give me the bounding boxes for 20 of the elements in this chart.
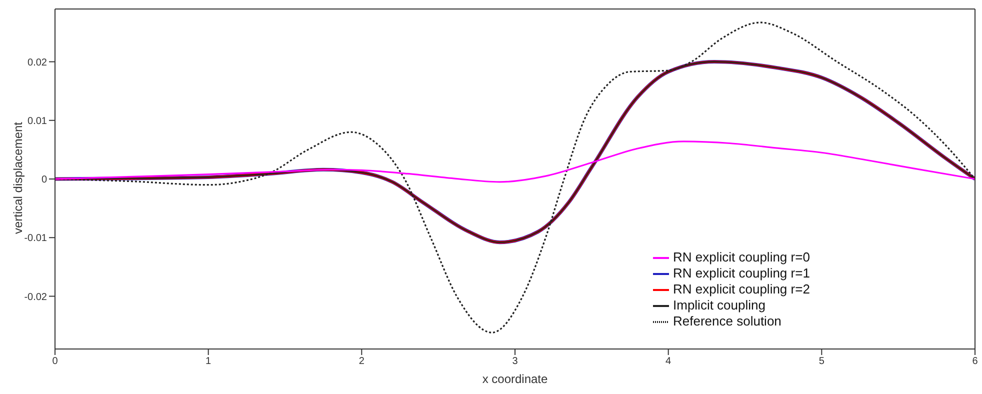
legend-label: Reference solution xyxy=(673,313,782,328)
x-tick-label: 4 xyxy=(666,356,672,368)
y-axis-title: vertical displacement xyxy=(11,121,25,234)
y-tick-label: 0.01 xyxy=(28,116,48,127)
y-tick-label: 0.02 xyxy=(28,57,48,68)
x-axis-title: x coordinate xyxy=(482,372,548,386)
line-series xyxy=(55,140,975,183)
y-tick-label: 0 xyxy=(41,174,48,186)
legend-label: RN explicit coupling r=2 xyxy=(673,281,810,296)
x-tick-label: 1 xyxy=(206,356,212,368)
legend-label: RN explicit coupling r=0 xyxy=(673,249,810,264)
y-tick-label: -0.02 xyxy=(24,292,48,303)
legend-label: Implicit coupling xyxy=(673,297,766,312)
y-tick-label: -0.01 xyxy=(24,233,48,244)
x-tick-label: 0 xyxy=(52,356,58,368)
x-tick-label: 3 xyxy=(512,356,518,368)
legend-label: RN explicit coupling r=1 xyxy=(673,265,810,280)
x-tick-label: 6 xyxy=(972,356,978,368)
x-tick-label: 5 xyxy=(818,356,825,368)
x-tick-label: 2 xyxy=(358,356,365,368)
